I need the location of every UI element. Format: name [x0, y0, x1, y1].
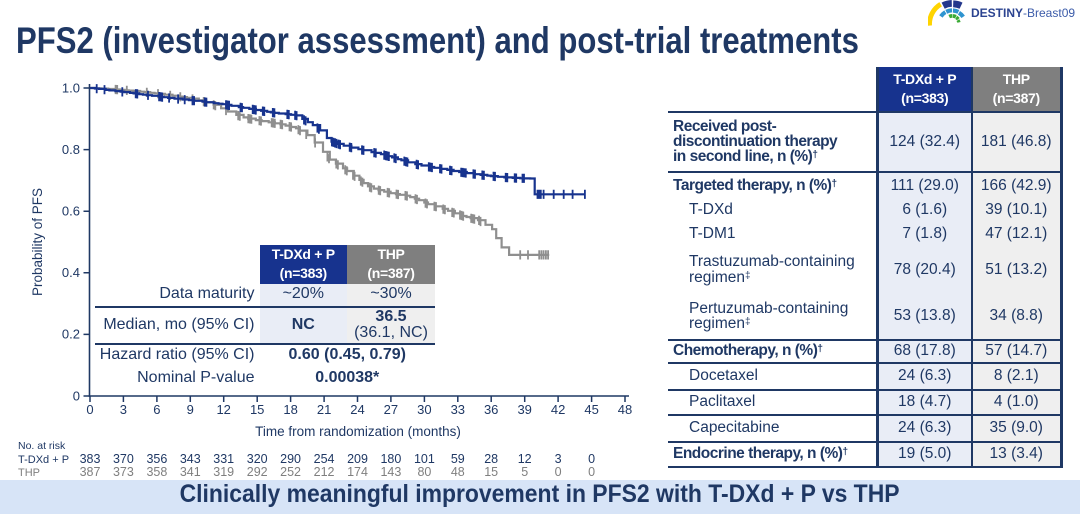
svg-text:180: 180	[380, 452, 401, 466]
svg-text:0.6: 0.6	[62, 204, 80, 219]
svg-text:143: 143	[380, 465, 401, 479]
svg-text:3: 3	[555, 452, 562, 466]
svg-text:387: 387	[80, 465, 101, 479]
svg-text:12: 12	[518, 452, 532, 466]
svg-text:39: 39	[517, 402, 531, 417]
svg-text:0: 0	[588, 452, 595, 466]
svg-text:358: 358	[146, 465, 167, 479]
svg-text:80: 80	[417, 465, 431, 479]
svg-text:370: 370	[113, 452, 134, 466]
svg-text:3: 3	[120, 402, 127, 417]
svg-text:0.4: 0.4	[62, 265, 80, 280]
svg-text:212: 212	[314, 465, 335, 479]
svg-text:0: 0	[555, 465, 562, 479]
svg-text:373: 373	[113, 465, 134, 479]
svg-text:1.0: 1.0	[62, 80, 80, 95]
svg-text:18: 18	[283, 402, 297, 417]
svg-text:356: 356	[146, 452, 167, 466]
svg-text:254: 254	[314, 452, 335, 466]
svg-text:15: 15	[250, 402, 264, 417]
svg-text:0: 0	[86, 402, 93, 417]
svg-text:290: 290	[280, 452, 301, 466]
svg-text:48: 48	[451, 465, 465, 479]
svg-text:12: 12	[216, 402, 230, 417]
svg-text:21: 21	[317, 402, 331, 417]
svg-text:48: 48	[618, 402, 632, 417]
svg-text:9: 9	[187, 402, 194, 417]
svg-text:0: 0	[588, 465, 595, 479]
svg-text:319: 319	[213, 465, 234, 479]
svg-text:42: 42	[551, 402, 565, 417]
svg-text:15: 15	[484, 465, 498, 479]
svg-text:0.8: 0.8	[62, 142, 80, 157]
svg-text:28: 28	[484, 452, 498, 466]
svg-text:27: 27	[384, 402, 398, 417]
svg-text:THP: THP	[18, 467, 40, 479]
svg-text:320: 320	[247, 452, 268, 466]
svg-text:30: 30	[417, 402, 431, 417]
svg-text:341: 341	[180, 465, 201, 479]
svg-text:Probability of PFS: Probability of PFS	[30, 188, 45, 296]
svg-text:59: 59	[451, 452, 465, 466]
svg-text:0: 0	[73, 388, 80, 403]
svg-text:209: 209	[347, 452, 368, 466]
svg-text:45: 45	[584, 402, 598, 417]
svg-text:24: 24	[350, 402, 364, 417]
svg-text:36: 36	[484, 402, 498, 417]
svg-text:101: 101	[414, 452, 435, 466]
svg-text:5: 5	[521, 465, 528, 479]
svg-text:Time from randomization (month: Time from randomization (months)	[255, 424, 461, 439]
svg-text:292: 292	[247, 465, 268, 479]
svg-text:343: 343	[180, 452, 201, 466]
svg-text:33: 33	[451, 402, 465, 417]
svg-text:383: 383	[80, 452, 101, 466]
svg-text:6: 6	[153, 402, 160, 417]
svg-text:No. at risk: No. at risk	[18, 440, 66, 452]
svg-text:331: 331	[213, 452, 234, 466]
svg-text:T-DXd + P: T-DXd + P	[18, 454, 69, 466]
svg-text:174: 174	[347, 465, 368, 479]
svg-text:0.2: 0.2	[62, 327, 80, 342]
svg-text:252: 252	[280, 465, 301, 479]
